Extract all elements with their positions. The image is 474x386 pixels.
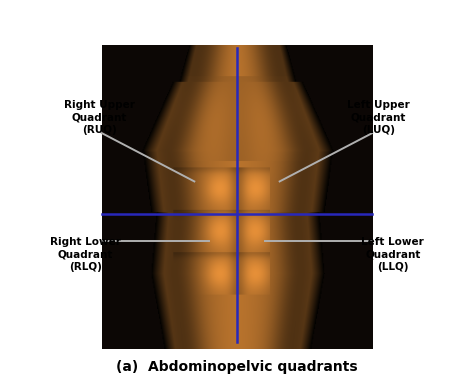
Text: Left Upper
Quadrant
(LUQ): Left Upper Quadrant (LUQ) [347, 100, 410, 135]
Bar [102, 46, 372, 349]
Text: Right Upper
Quadrant
(RUQ): Right Upper Quadrant (RUQ) [64, 100, 135, 135]
Text: Left Lower
Quadrant
(LLQ): Left Lower Quadrant (LLQ) [362, 237, 424, 272]
Text: Right Lower
Quadrant
(RLQ): Right Lower Quadrant (RLQ) [50, 237, 121, 272]
Text: (a)  Abdominopelvic quadrants: (a) Abdominopelvic quadrants [116, 361, 358, 374]
